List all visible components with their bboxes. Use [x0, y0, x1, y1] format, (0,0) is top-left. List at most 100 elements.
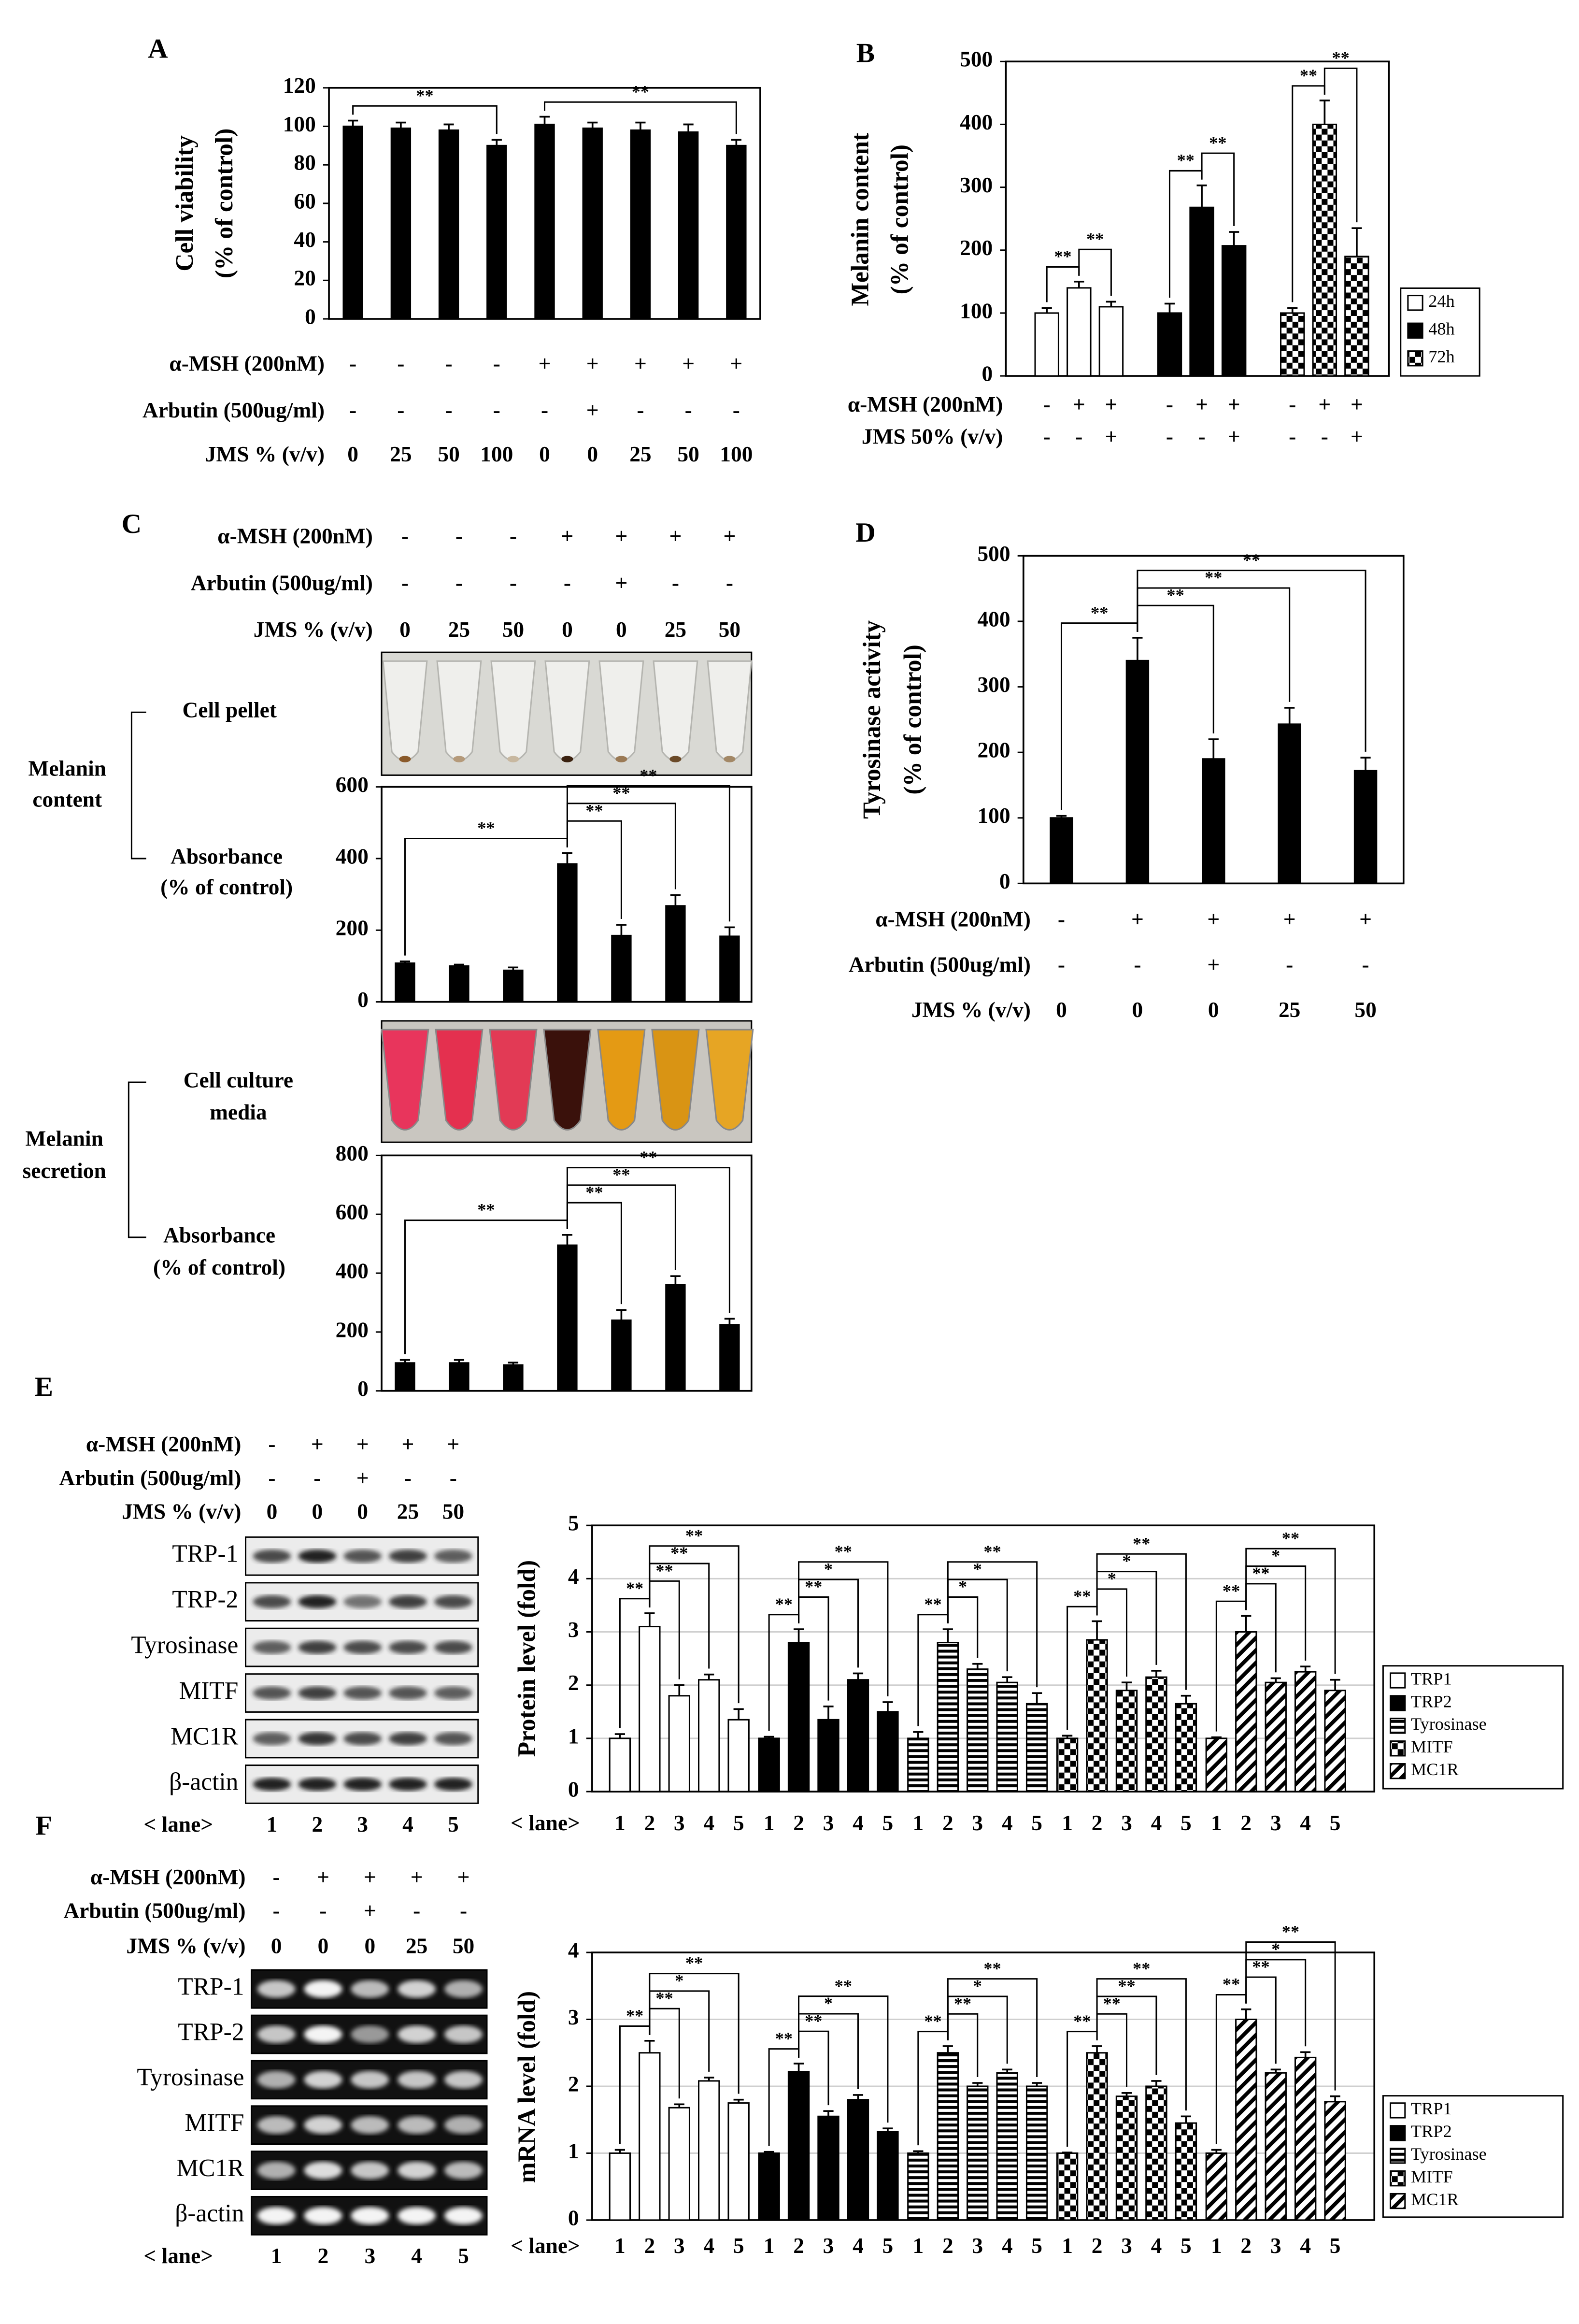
lane-number: 1: [764, 1811, 775, 1835]
treatment-label: JMS % (v/v): [254, 617, 373, 642]
treatment-value: +: [1073, 392, 1085, 416]
lane-number: 5: [733, 2234, 744, 2258]
error-bar: [882, 1701, 893, 1712]
error-bar: [1287, 307, 1298, 313]
treatment-value: 0: [616, 617, 627, 642]
band: [444, 1980, 483, 1998]
y-tick-label: 400: [336, 1259, 369, 1283]
bar: [1025, 1703, 1048, 1793]
error-bar: [823, 2110, 834, 2117]
treatment-value: -: [268, 1432, 275, 1456]
band: [298, 1732, 337, 1746]
lane-number: 2: [1240, 1811, 1252, 1835]
y-tick-label: 60: [294, 189, 315, 213]
significance-label: **: [640, 1148, 657, 1167]
bar: [1056, 2152, 1079, 2221]
error-bar: [913, 2150, 924, 2153]
lane-number: 5: [1330, 2234, 1341, 2258]
blot-label: MITF: [179, 1677, 238, 1705]
treatment-value: -: [313, 1466, 321, 1490]
bar: [996, 2072, 1018, 2221]
band: [304, 2207, 342, 2225]
treatment-value: +: [1318, 392, 1331, 416]
blot-label: Tyrosinase: [137, 2064, 244, 2091]
significance-label: **: [1073, 1586, 1091, 1606]
bar: [1115, 1690, 1138, 1793]
legend-swatch: [1407, 322, 1423, 339]
error-bar: [1074, 281, 1084, 288]
band: [304, 2025, 342, 2043]
treatment-value: -: [349, 351, 356, 375]
legend-label: 48h: [1428, 319, 1454, 339]
significance-bracket: [1245, 1941, 1336, 2091]
lane-number: 2: [793, 1811, 804, 1835]
bar: [1145, 1676, 1167, 1793]
error-bar: [1270, 1677, 1281, 1683]
treatment-value: 0: [312, 1499, 323, 1523]
treatment-value: 0: [562, 617, 573, 642]
error-bar: [704, 1673, 714, 1680]
band: [434, 1778, 472, 1791]
band: [389, 1686, 427, 1700]
y-tick-label: 500: [960, 47, 993, 72]
legend-swatch: [1390, 1763, 1406, 1779]
treatment-value: 25: [1279, 998, 1300, 1022]
bar: [665, 1284, 686, 1392]
bar: [609, 1737, 631, 1793]
error-bar: [616, 1309, 627, 1320]
y-axis-label: (% of control): [153, 1255, 285, 1279]
lane-number: 1: [913, 2234, 924, 2258]
error-bar: [614, 1733, 625, 1738]
band: [257, 2025, 296, 2043]
error-bar: [508, 1362, 519, 1365]
y-tick-label: 600: [336, 1200, 369, 1224]
treatment-value: +: [1351, 425, 1363, 449]
treatment-value: -: [1289, 392, 1296, 416]
bar: [698, 2080, 720, 2221]
treatment-value: -: [1075, 425, 1082, 449]
error-bar: [793, 1628, 804, 1643]
significance-bracket: [798, 1995, 889, 2123]
tube: [489, 1029, 538, 1131]
band: [257, 2207, 296, 2225]
bar: [342, 125, 363, 320]
blot-label: Tyrosinase: [131, 1631, 238, 1659]
lane-number: 3: [823, 1811, 834, 1835]
treatment-value: 100: [720, 442, 753, 466]
legend-swatch: [1390, 2193, 1406, 2209]
legend-box: [1382, 2095, 1564, 2218]
treatment-value: -: [726, 571, 733, 595]
treatment-value: -: [273, 1865, 280, 1889]
lane-number: 1: [764, 2234, 775, 2258]
treatment-value: 0: [587, 442, 598, 466]
significance-label: *: [824, 1559, 833, 1578]
bar: [817, 2115, 839, 2221]
treatment-value: 50: [1354, 998, 1376, 1022]
treatment-label: JMS % (v/v): [126, 1934, 245, 1958]
band: [389, 1732, 427, 1746]
treatment-value: -: [445, 351, 453, 375]
bar: [1125, 660, 1150, 884]
y-axis-label: (% of control): [160, 875, 293, 899]
bar: [486, 144, 507, 320]
treatment-label: Arbutin (500ug/ml): [59, 1466, 241, 1490]
band: [444, 2207, 483, 2225]
treatment-value: -: [1286, 952, 1293, 976]
bar: [847, 1679, 869, 1793]
treatment-value: 50: [442, 1499, 464, 1523]
y-axis-label: Protein level (fold): [513, 1560, 541, 1757]
error-bar: [1032, 1692, 1042, 1704]
lane-number: 4: [1151, 2234, 1162, 2258]
group-label: secretion: [23, 1159, 106, 1183]
error-bar: [1211, 2149, 1222, 2153]
bar: [967, 2085, 989, 2221]
band: [298, 1778, 337, 1791]
band: [389, 1595, 427, 1608]
band: [351, 2116, 389, 2134]
lane-number: 4: [853, 2234, 864, 2258]
bar: [698, 1679, 720, 1793]
panel-letter: B: [856, 38, 875, 68]
bar: [665, 905, 686, 1003]
y-axis-label: Cell viability: [171, 135, 199, 272]
error-bar: [1241, 1615, 1252, 1632]
